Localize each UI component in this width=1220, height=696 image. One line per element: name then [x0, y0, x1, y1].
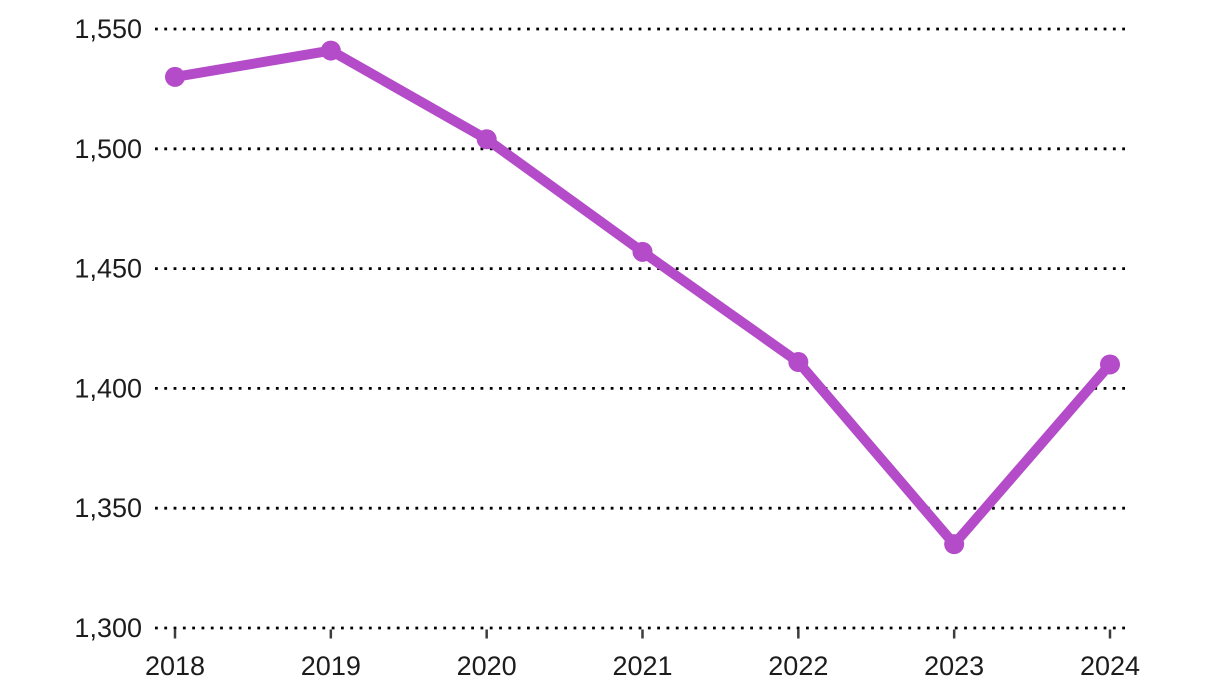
- x-axis-tick-label: 2020: [457, 651, 517, 681]
- data-point: [1100, 354, 1120, 375]
- data-point: [165, 66, 185, 87]
- y-axis-tick-label: 1,450: [74, 254, 142, 284]
- data-point: [320, 40, 341, 61]
- data-line: [170, 45, 1115, 550]
- data-point: [476, 129, 497, 150]
- x-axis-tick-label: 2023: [924, 651, 984, 681]
- data-point: [944, 534, 965, 555]
- y-axis-tick-label: 1,300: [74, 613, 142, 643]
- x-axis-tick-label: 2018: [145, 651, 205, 681]
- y-axis-tick-label: 1,400: [74, 373, 142, 403]
- x-axis-tick-label: 2024: [1080, 651, 1140, 681]
- y-axis-tick-label: 1,550: [74, 14, 142, 44]
- x-axis-tick-label: 2021: [612, 651, 672, 681]
- y-axis-tick-label: 1,350: [74, 493, 142, 523]
- data-point: [788, 352, 809, 373]
- data-point: [632, 241, 653, 262]
- y-axis-tick-label: 1,500: [74, 134, 142, 164]
- x-axis-tick-label: 2022: [768, 651, 828, 681]
- x-axis-tick-label: 2019: [301, 651, 361, 681]
